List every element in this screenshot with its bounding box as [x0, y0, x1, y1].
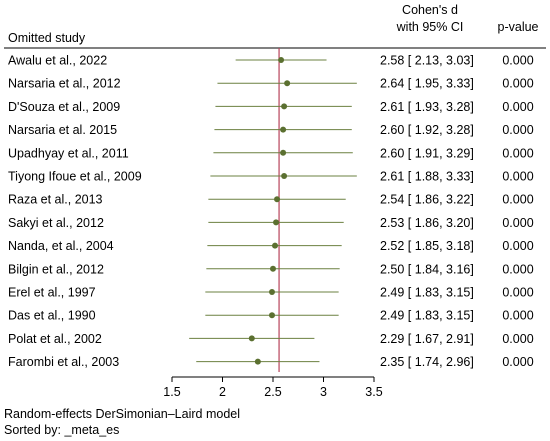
effect-point — [284, 80, 291, 87]
study-label: Sakyi et al., 2012 — [8, 216, 104, 230]
effect-point — [270, 265, 276, 272]
study-row: Upadhyay et al., 2011 2.60 [ 1.91, 3.29] 0… — [8, 146, 534, 160]
study-row: Raza et al., 2013 2.54 [ 1.86, 3.22] 0.000 — [8, 193, 534, 207]
study-label: Farombi et al., 2003 — [8, 355, 119, 369]
study-row: Narsaria et al., 2012 2.64 [ 1.95, 3.33] 0… — [8, 77, 534, 91]
pvalue-text: 0.000 — [502, 262, 533, 276]
ci-text: 2.50 [ 1.84, 3.16] — [380, 262, 474, 276]
pvalue-text: 0.000 — [502, 146, 533, 160]
ci-text: 2.64 [ 1.95, 3.33] — [380, 77, 474, 91]
pvalue-text: 0.000 — [502, 193, 533, 207]
study-label: Tiyong Ifoue et al., 2009 — [8, 170, 142, 184]
study-label: Nanda, et al., 2004 — [8, 239, 114, 253]
study-row: Narsaria et al. 2015 2.60 [ 1.92, 3.28] 0.… — [8, 123, 534, 137]
ci-text: 2.61 [ 1.88, 3.33] — [380, 170, 474, 184]
study-row: Nanda, et al., 2004 2.52 [ 1.85, 3.18] 0.0… — [8, 239, 534, 253]
ci-text: 2.60 [ 1.92, 3.28] — [380, 123, 474, 137]
pvalue-text: 0.000 — [502, 170, 533, 184]
header-pvalue: p-value — [498, 20, 539, 34]
x-axis: 1.5 2 2.5 3 3.5 — [163, 376, 383, 399]
effect-point — [281, 103, 288, 110]
effect-point — [278, 57, 285, 63]
pvalue-text: 0.000 — [502, 286, 533, 300]
pvalue-text: 0.000 — [502, 77, 533, 91]
study-row: Polat et al., 2002 2.29 [ 1.67, 2.91] 0.00… — [8, 332, 534, 346]
pvalue-text: 0.000 — [502, 332, 533, 346]
footnote-model: Random-effects DerSimonian–Laird model — [4, 407, 240, 421]
pvalue-text: 0.000 — [502, 309, 533, 323]
x-tick-label: 1.5 — [163, 385, 180, 399]
study-row: Erel et al., 1997 2.49 [ 1.83, 3.15] 0.000 — [8, 286, 534, 300]
effect-point — [254, 358, 261, 365]
study-row: Das et al., 1990 2.49 [ 1.83, 3.15] 0.000 — [8, 309, 534, 323]
x-tick-label: 2 — [219, 385, 226, 399]
footnote-sort: Sorted by: _meta_es — [4, 423, 119, 437]
effect-point — [280, 126, 287, 133]
effect-point — [272, 242, 279, 249]
study-label: Polat et al., 2002 — [8, 332, 102, 346]
ci-text: 2.58 [ 2.13, 3.03] — [380, 54, 474, 68]
study-row: Tiyong Ifoue et al., 2009 2.61 [ 1.88, 3.… — [8, 170, 534, 184]
study-row: Bilgin et al., 2012 2.50 [ 1.84, 3.16] 0.0… — [8, 262, 534, 276]
pvalue-text: 0.000 — [502, 100, 533, 114]
ci-text: 2.53 [ 1.86, 3.20] — [380, 216, 474, 230]
x-tick-label: 3 — [320, 385, 327, 399]
x-tick-label: 3.5 — [365, 385, 382, 399]
effect-point — [280, 149, 287, 156]
study-label: Narsaria et al. 2015 — [8, 123, 117, 137]
pvalue-text: 0.000 — [502, 123, 533, 137]
effect-point — [248, 335, 255, 342]
study-row: D'Souza et al., 2009 2.61 [ 1.93, 3.28] 0.… — [8, 100, 534, 114]
pvalue-text: 0.000 — [502, 216, 533, 230]
ci-text: 2.35 [ 1.74, 2.96] — [380, 355, 474, 369]
pvalue-text: 0.000 — [502, 355, 533, 369]
x-tick-label: 2.5 — [264, 385, 281, 399]
effect-point — [273, 219, 280, 226]
ci-text: 2.54 [ 1.86, 3.22] — [380, 193, 474, 207]
ci-text: 2.52 [ 1.85, 3.18] — [380, 239, 474, 253]
study-row: Sakyi et al., 2012 2.53 [ 1.86, 3.20] 0.00… — [8, 216, 534, 230]
study-rows: Awalu et al., 2022 2.58 [ 2.13, 3.03] 0.00… — [8, 54, 534, 370]
ci-text: 2.49 [ 1.83, 3.15] — [380, 309, 474, 323]
ci-text: 2.61 [ 1.93, 3.28] — [380, 100, 474, 114]
effect-point — [268, 312, 275, 319]
ci-text: 2.60 [ 1.91, 3.29] — [380, 146, 474, 160]
pvalue-text: 0.000 — [502, 54, 533, 68]
ci-text: 2.29 [ 1.67, 2.91] — [380, 332, 474, 346]
effect-point — [281, 173, 288, 179]
study-row: Awalu et al., 2022 2.58 [ 2.13, 3.03] 0.00… — [8, 54, 534, 68]
study-label: Erel et al., 1997 — [8, 286, 96, 300]
study-label: Bilgin et al., 2012 — [8, 262, 104, 276]
study-row: Farombi et al., 2003 2.35 [ 1.74, 2.96] 0.… — [8, 355, 534, 369]
effect-point — [274, 196, 281, 203]
ci-text: 2.49 [ 1.83, 3.15] — [380, 286, 474, 300]
header-effect-line1: Cohen's d — [402, 3, 458, 17]
study-label: Upadhyay et al., 2011 — [8, 146, 129, 160]
study-label: D'Souza et al., 2009 — [8, 100, 120, 114]
effect-point — [268, 289, 275, 295]
study-label: Raza et al., 2013 — [8, 193, 103, 207]
study-label: Awalu et al., 2022 — [8, 54, 107, 68]
header-study: Omitted study — [8, 31, 86, 45]
study-label: Narsaria et al., 2012 — [8, 77, 121, 91]
pvalue-text: 0.000 — [502, 239, 533, 253]
header-effect-line2: with 95% CI — [396, 20, 464, 34]
study-label: Das et al., 1990 — [8, 309, 96, 323]
